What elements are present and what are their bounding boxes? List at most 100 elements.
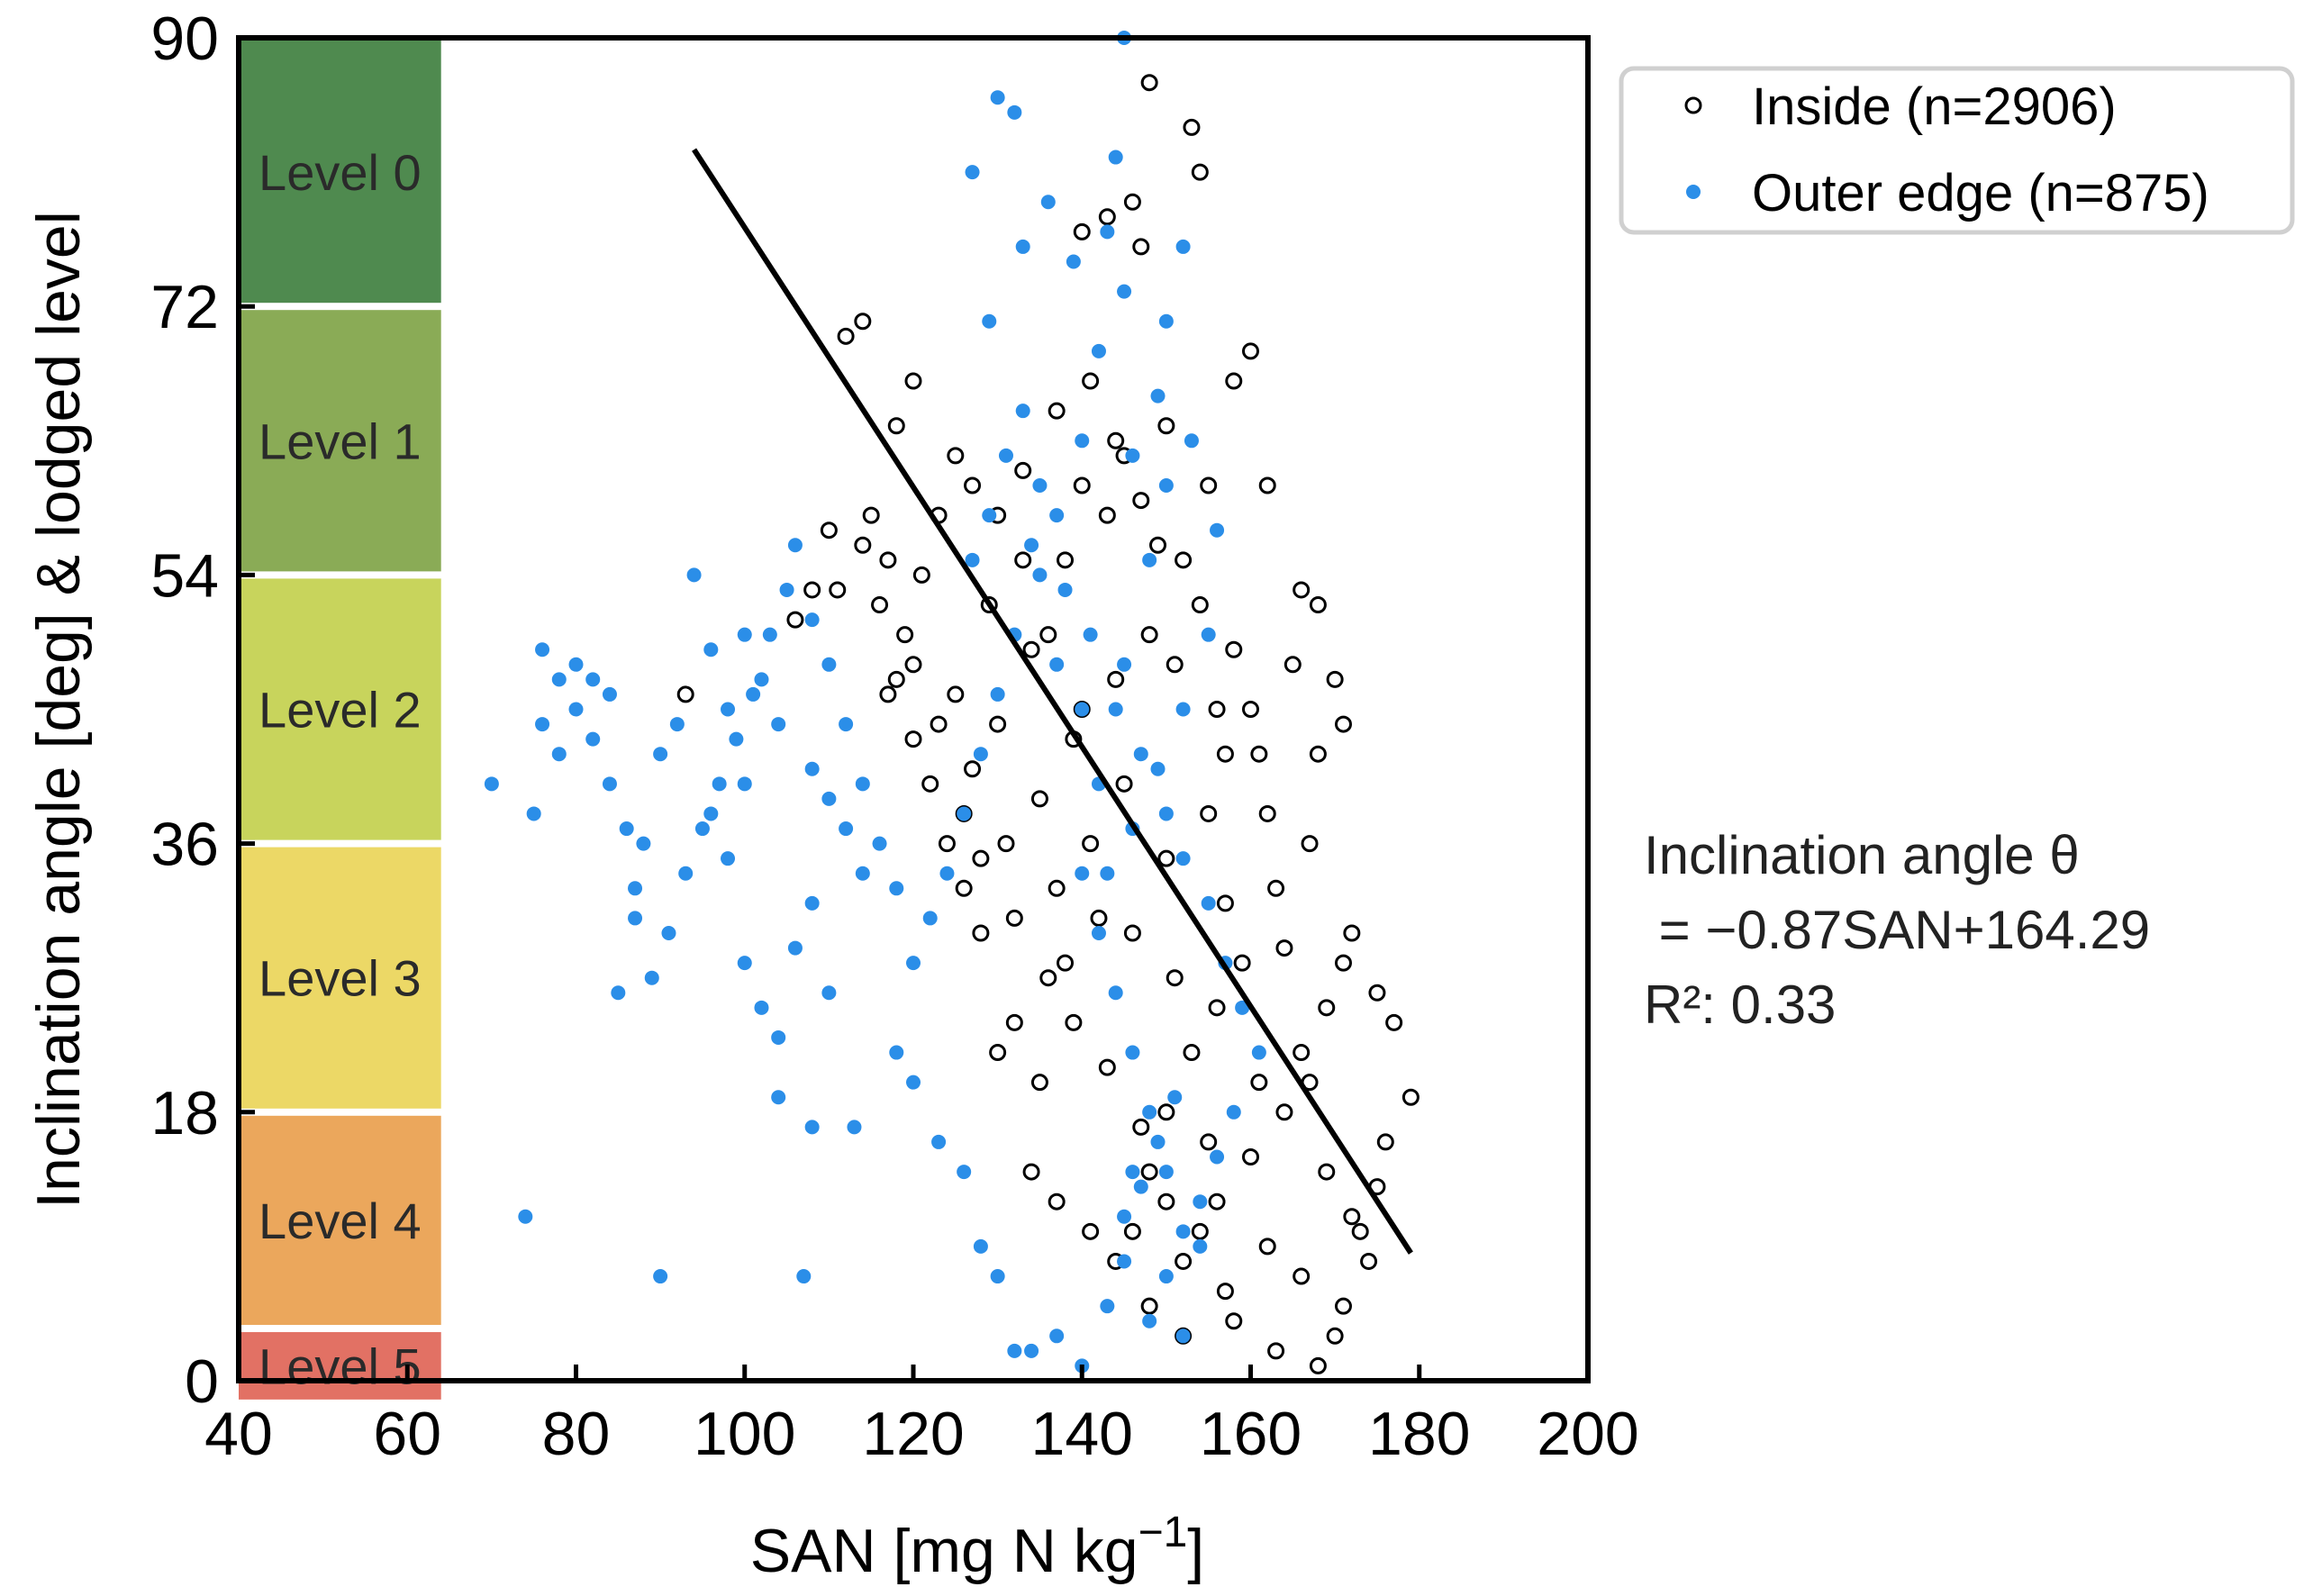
inside-point	[1048, 879, 1066, 897]
inside-series-points	[676, 74, 1420, 1374]
inside-point	[1293, 581, 1311, 599]
outer-edge-point	[484, 776, 499, 792]
outer-edge-point	[535, 642, 550, 657]
outer-edge-point	[804, 612, 820, 628]
inside-point	[1030, 1074, 1048, 1092]
inside-point	[1216, 1283, 1234, 1301]
inside-point	[1191, 1222, 1209, 1240]
inside-point	[1107, 670, 1125, 688]
outer-edge-point	[1125, 448, 1140, 463]
inside-point	[1258, 804, 1276, 822]
inside-point	[1132, 238, 1150, 256]
inside-point	[1098, 208, 1116, 226]
inside-point	[879, 685, 897, 703]
outer-edge-point	[939, 866, 955, 881]
outer-edge-point	[1251, 1045, 1266, 1060]
outer-edge-point	[787, 940, 803, 956]
inside-point	[1175, 1252, 1193, 1270]
outer-edge-point	[754, 672, 769, 687]
inside-point	[1326, 1327, 1344, 1345]
outer-edge-point	[1158, 1269, 1174, 1284]
outer-edge-point	[1142, 552, 1157, 567]
inside-point	[1343, 924, 1361, 942]
inside-point	[1065, 1013, 1083, 1031]
outer-edge-point	[1100, 1299, 1115, 1314]
inside-point	[1166, 969, 1184, 987]
outer-edge-point	[957, 806, 972, 821]
inside-point	[1048, 402, 1066, 420]
inside-point	[1140, 1297, 1158, 1315]
inside-point	[1225, 640, 1243, 658]
inside-point	[904, 372, 922, 390]
legend-box	[1619, 66, 2295, 235]
outer-edge-point	[754, 1000, 769, 1015]
outer-edge-point	[1193, 1238, 1208, 1254]
inside-point	[1216, 745, 1234, 763]
inside-point	[1242, 701, 1259, 718]
inside-point	[1208, 1192, 1226, 1211]
inside-point	[947, 685, 965, 703]
inside-point	[1082, 835, 1100, 853]
inside-point	[1293, 1044, 1311, 1062]
legend-marker-inside	[1684, 96, 1702, 114]
inside-point	[1401, 1088, 1420, 1106]
outer-edge-point	[889, 881, 904, 896]
level-label-4: Level 4	[259, 1192, 422, 1249]
outer-edge-point	[1133, 747, 1148, 762]
inside-point	[1039, 969, 1057, 987]
inside-point	[1233, 954, 1251, 972]
inside-point	[1275, 939, 1293, 957]
outer-edge-series-points	[484, 31, 1266, 1374]
inside-point	[1140, 626, 1158, 644]
outer-edge-point	[737, 776, 752, 792]
inside-point	[1149, 536, 1167, 554]
level-label-0: Level 0	[259, 144, 422, 201]
outer-edge-point	[1083, 627, 1098, 642]
outer-edge-point	[1175, 1328, 1191, 1344]
inside-point	[1225, 372, 1243, 390]
inside-point	[1132, 1118, 1150, 1136]
inside-point	[1368, 984, 1386, 1002]
outer-edge-point	[653, 747, 668, 762]
outer-edge-point	[1075, 702, 1090, 717]
level-band-2	[239, 578, 441, 840]
outer-edge-point	[990, 90, 1005, 105]
level-band-0	[239, 38, 441, 304]
inside-point	[938, 835, 956, 853]
outer-edge-point	[990, 686, 1005, 702]
outer-edge-point	[1091, 343, 1106, 358]
outer-edge-point	[1117, 284, 1132, 299]
y-tick-label: 18	[150, 1079, 219, 1147]
lodged-level-bands: Level 0 Level 1 Level 2 Level 3 Level 4 Level…	[239, 38, 441, 1400]
inside-point	[1123, 1222, 1141, 1240]
outer-edge-point	[721, 851, 736, 866]
outer-edge-point	[889, 1045, 904, 1060]
inside-point	[879, 551, 897, 569]
inside-point	[820, 521, 838, 540]
x-tick-label: 180	[1368, 1400, 1470, 1468]
legend: Inside (n=2906) Outer edge (n=875)	[1619, 66, 2295, 235]
equation-line-3: R²: 0.33	[1644, 975, 1836, 1035]
outer-edge-point	[872, 836, 887, 851]
outer-edge-point	[1117, 1254, 1132, 1269]
outer-edge-point	[568, 657, 584, 672]
inside-point	[1267, 1342, 1285, 1360]
outer-edge-point	[1117, 1209, 1132, 1224]
y-tick-label: 54	[150, 541, 219, 610]
outer-edge-point	[703, 642, 719, 657]
inside-point	[989, 715, 1007, 733]
outer-edge-point	[957, 1165, 972, 1180]
outer-edge-point	[526, 806, 541, 821]
outer-edge-point	[787, 538, 803, 553]
inside-point	[1318, 999, 1336, 1017]
inside-point	[1107, 431, 1125, 449]
outer-edge-point	[1210, 522, 1225, 538]
inside-point	[947, 447, 965, 465]
inside-point	[1284, 656, 1302, 674]
outer-edge-point	[568, 702, 584, 717]
outer-edge-point	[1007, 1343, 1022, 1358]
inside-point	[1258, 476, 1276, 494]
inside-point	[1005, 1013, 1023, 1031]
outer-edge-point	[1201, 627, 1216, 642]
outer-edge-point	[1075, 866, 1090, 881]
